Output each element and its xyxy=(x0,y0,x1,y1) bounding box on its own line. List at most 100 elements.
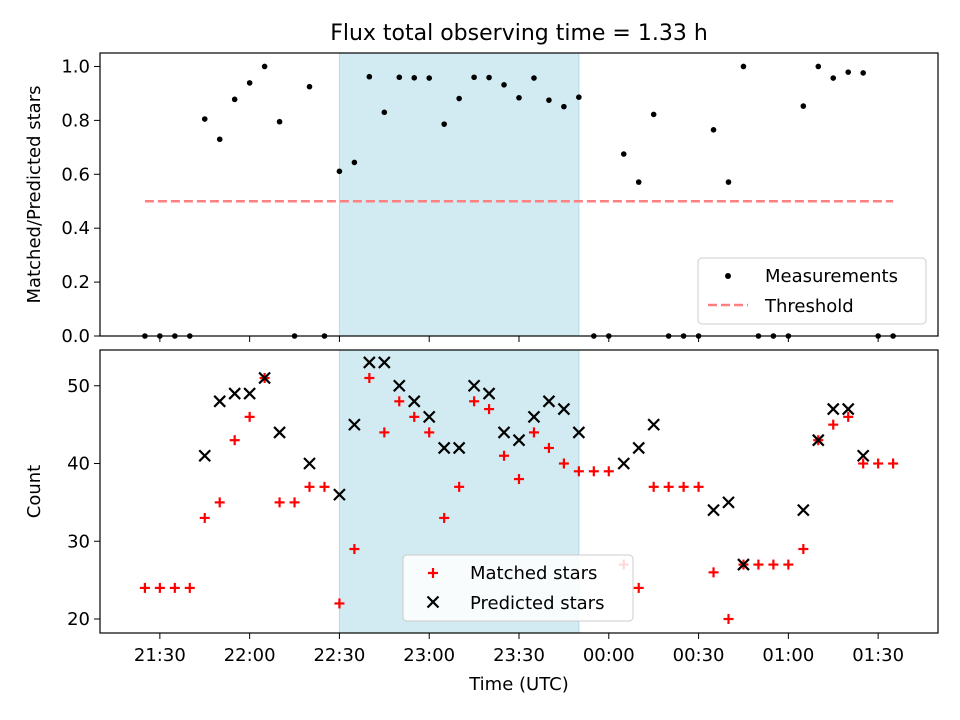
legend-label-matched: Matched stars xyxy=(470,563,597,584)
matched-star-point xyxy=(828,419,839,430)
measurement-point xyxy=(620,151,627,157)
predicted-star-point xyxy=(722,496,735,509)
predicted-star-point xyxy=(737,558,750,571)
measurement-point xyxy=(201,116,208,122)
x-tick-label: 01:00 xyxy=(762,645,814,666)
predicted-star-point xyxy=(572,426,586,439)
x-stroke xyxy=(557,402,571,416)
measurement-point xyxy=(261,63,268,70)
x-stroke xyxy=(497,426,511,439)
x-tick-label: 23:30 xyxy=(493,645,545,666)
matched-star-point xyxy=(588,466,599,477)
predicted-star-point xyxy=(527,410,541,424)
predicted-star-point xyxy=(617,457,631,470)
x-stroke xyxy=(273,426,286,439)
matched-star-point xyxy=(528,427,539,438)
predicted-star-point xyxy=(512,433,526,447)
x-stroke xyxy=(303,457,316,470)
matched-star-point xyxy=(678,481,689,492)
matched-star-point xyxy=(873,458,884,469)
bottom-panel: 20 30 40 50 21:30 22:00 22:30 23:00 23:30 00:00 00… xyxy=(24,349,939,695)
matched-star-point xyxy=(753,559,764,570)
x-stroke xyxy=(722,496,735,509)
predicted-star-point xyxy=(437,441,451,455)
legend-label-predicted: Predicted stars xyxy=(470,593,604,614)
measurement-point xyxy=(486,74,492,81)
matched-star-point xyxy=(663,481,674,492)
top-panel: 0.0 0.2 0.4 0.6 0.8 1.0 Matched/Predicted star… xyxy=(24,52,939,347)
matched-star-point xyxy=(154,582,165,593)
matched-star-point xyxy=(184,582,195,593)
x-stroke xyxy=(437,441,451,455)
y-tick-label: 0.6 xyxy=(61,164,90,185)
measurement-point xyxy=(516,94,522,101)
measurement-point xyxy=(830,75,837,81)
predicted-star-point xyxy=(228,387,241,400)
matched-star-point xyxy=(543,442,554,453)
measurement-point xyxy=(471,74,477,81)
predicted-star-point xyxy=(273,426,286,439)
matched-star-point xyxy=(558,458,569,469)
x-stroke xyxy=(213,395,226,408)
matched-star-point xyxy=(334,598,345,609)
measurement-point xyxy=(426,75,433,81)
x-stroke xyxy=(407,395,421,408)
matched-star-point xyxy=(469,396,480,407)
measurement-point xyxy=(845,69,852,75)
measurement-point xyxy=(561,103,567,110)
matched-star-point xyxy=(169,582,180,593)
x-stroke xyxy=(198,449,212,463)
matched-star-point xyxy=(229,435,240,446)
x-stroke xyxy=(333,488,346,501)
y-tick-label: 30 xyxy=(67,531,90,552)
legend-label-threshold: Threshold xyxy=(764,296,854,317)
legend-predicted-marker xyxy=(426,595,440,609)
x-stroke xyxy=(228,387,241,400)
x-stroke xyxy=(647,418,660,431)
predicted-star-point xyxy=(557,402,571,416)
predicted-star-point xyxy=(393,379,406,393)
matched-star-point xyxy=(199,512,210,523)
y-tick-label: 0.4 xyxy=(61,218,90,239)
matched-star-point xyxy=(693,481,704,492)
x-stroke xyxy=(512,433,526,447)
matched-star-point xyxy=(648,481,659,492)
x-stroke xyxy=(617,457,631,470)
measurement-point xyxy=(306,83,313,90)
x-tick-label: 22:30 xyxy=(313,645,365,666)
observing-window-shade xyxy=(338,52,580,337)
matched-star-point xyxy=(798,544,809,555)
x-stroke xyxy=(812,433,825,447)
y-tick-label: 20 xyxy=(67,609,90,630)
matched-star-point xyxy=(244,411,255,422)
bottom-axes-frame xyxy=(99,349,939,634)
x-stroke xyxy=(363,356,376,369)
matched-star-point xyxy=(484,404,495,415)
matched-star-point xyxy=(768,559,779,570)
matched-star-point xyxy=(319,481,330,492)
x-tick-label: 01:30 xyxy=(852,645,904,666)
matched-star-point xyxy=(409,411,420,422)
top-legend-box xyxy=(697,257,927,325)
x-stroke xyxy=(841,402,855,416)
y-tick-label: 1.0 xyxy=(61,56,90,77)
matched-star-point xyxy=(783,559,794,570)
matched-star-point xyxy=(274,497,285,508)
measurement-point xyxy=(740,63,747,70)
predicted-star-point xyxy=(452,441,466,455)
measurement-point xyxy=(635,179,642,185)
top-legend: Measurements Threshold xyxy=(697,257,927,325)
measurement-point xyxy=(381,109,388,116)
matched-star-point xyxy=(139,582,150,593)
measurement-point xyxy=(800,103,807,109)
predicted-star-point xyxy=(707,503,720,517)
measurement-point xyxy=(351,159,358,166)
x-axis-label: Time (UTC) xyxy=(468,674,569,695)
x-stroke xyxy=(467,379,481,393)
top-axes-frame xyxy=(99,52,939,337)
predicted-star-point xyxy=(467,379,481,393)
measurement-point xyxy=(216,136,223,143)
predicted-star-point xyxy=(407,395,421,408)
y-tick-label: 0.0 xyxy=(61,326,90,347)
